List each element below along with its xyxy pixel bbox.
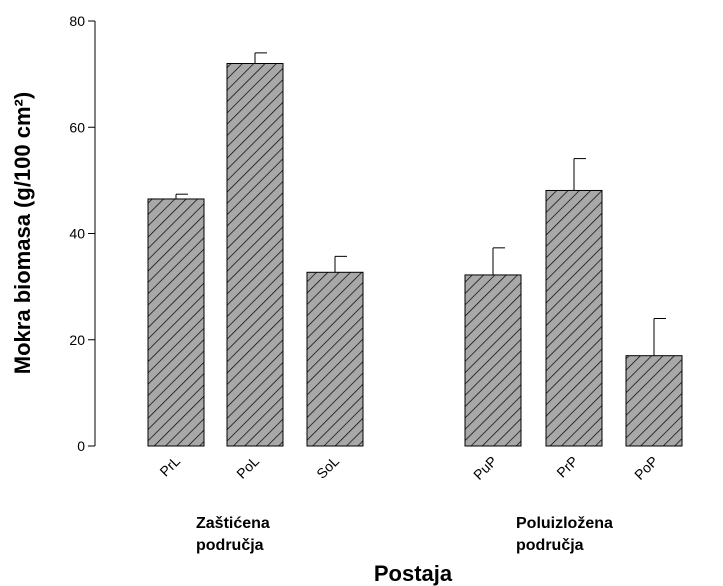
x-tick-label-PuP: PuP: [470, 453, 500, 483]
error-bars: [175, 52, 666, 356]
y-tick-label-20: 20: [69, 332, 85, 348]
y-axis-title: Mokra biomasa (g/100 cm²): [10, 92, 35, 374]
error-bar-PoL: [254, 52, 267, 64]
bar-PrP: [545, 189, 603, 447]
bar-PrL: [147, 198, 205, 447]
y-tick-label-80: 80: [69, 13, 85, 29]
error-bar-PrP: [573, 158, 586, 191]
bar-PoL: [226, 63, 284, 447]
error-bar-SoL: [334, 255, 347, 273]
error-bar-PrL: [175, 193, 188, 199]
x-tick-label-PrP: PrP: [553, 453, 581, 481]
x-axis-title: Postaja: [374, 561, 453, 586]
bar-SoL: [306, 271, 364, 447]
group-label-1-line-2: područja: [196, 537, 264, 554]
y-axis-ticks: 0 20 40 60 80: [69, 13, 95, 454]
group-label-1-line-1: Zaštićena: [196, 515, 270, 532]
x-tick-label-PrL: PrL: [156, 453, 183, 480]
bar-PuP: [464, 274, 522, 447]
x-tick-label-SoL: SoL: [313, 453, 342, 482]
group-label-2-line-2: područja: [516, 537, 584, 554]
x-axis-category-labels: PrL PoL SoL PuP PrP PoP: [156, 453, 661, 483]
group-labels: Zaštićena područja Poluizložena područja: [196, 515, 613, 554]
x-tick-label-PoL: PoL: [233, 453, 262, 482]
error-bar-PoP: [653, 318, 666, 356]
y-tick-label-0: 0: [77, 438, 85, 454]
x-tick-label-PoP: PoP: [631, 453, 661, 483]
error-bar-PuP: [492, 247, 505, 275]
bars: [147, 63, 683, 447]
group-label-2-line-1: Poluizložena: [516, 515, 613, 532]
bar-PoP: [625, 355, 683, 447]
y-tick-label-60: 60: [69, 119, 85, 135]
y-tick-label-40: 40: [69, 226, 85, 242]
